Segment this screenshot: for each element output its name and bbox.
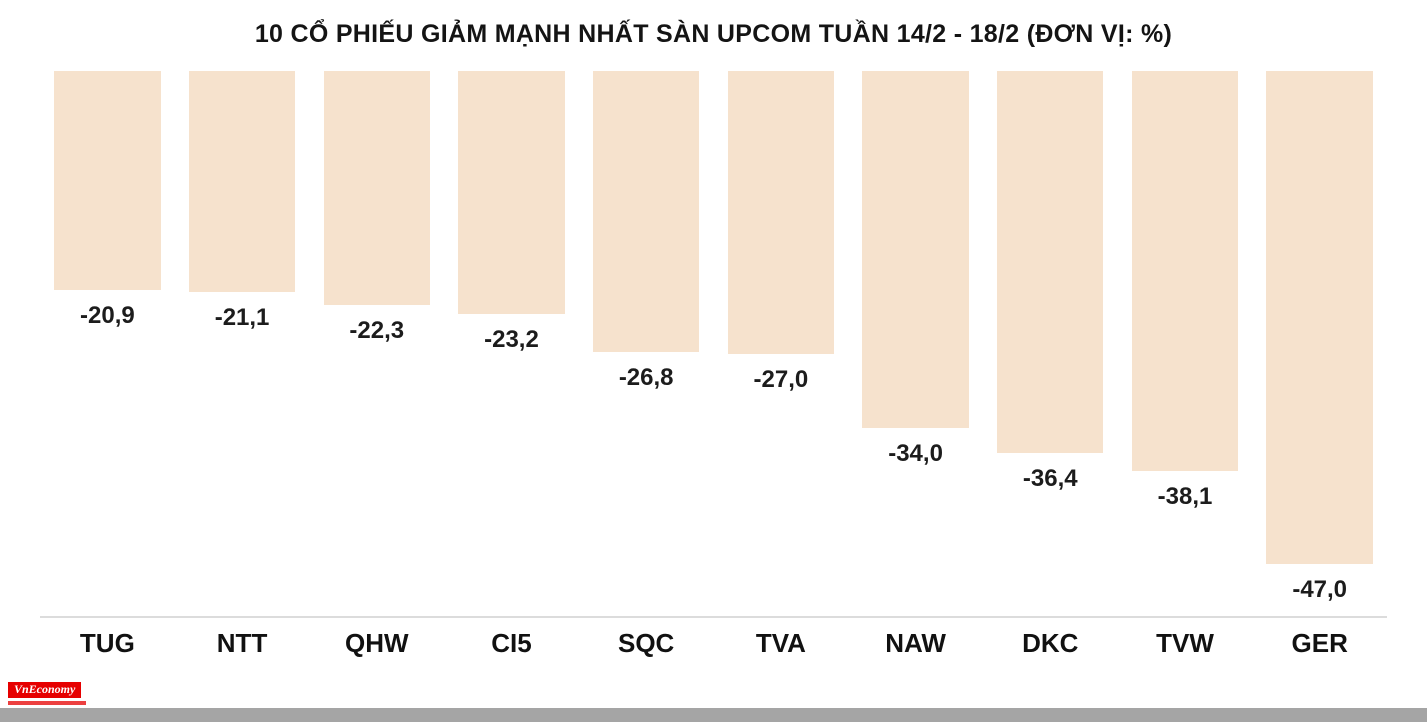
- value-label-QHW: -22,3: [349, 316, 405, 344]
- category-label-CI5: CI5: [491, 628, 532, 658]
- category-label-TVA: TVA: [755, 628, 806, 658]
- value-label-GER: -47,0: [1292, 576, 1348, 603]
- value-label-NTT: -21,1: [214, 304, 270, 332]
- category-label-QHW: QHW: [344, 628, 409, 658]
- bar-GER: [1266, 71, 1373, 564]
- value-label-TVA: -27,0: [753, 366, 809, 394]
- bar-column-TUG: -20,9: [40, 71, 175, 330]
- category-label-SQC: SQC: [617, 628, 675, 658]
- bar-TVA: [727, 71, 835, 355]
- category-label-TVW: TVW: [1156, 628, 1214, 658]
- vneconomy-logo-tagline: [8, 701, 86, 705]
- bar-NTT: [188, 71, 296, 293]
- bar-chart-plot-area: -20,9 -21,1 -22,3 -23,2 -26,8 -27,0 -34,0 -36,4…: [0, 71, 1427, 616]
- bar-SQC: [592, 71, 700, 353]
- category-label-NTT: NTT: [216, 628, 268, 658]
- bar-column-QHW: -22,3: [309, 71, 444, 345]
- bar-DKC: [997, 71, 1104, 453]
- category-label-GER: GER: [1291, 628, 1348, 658]
- bar-CI5: [458, 71, 565, 315]
- value-label-DKC: -36,4: [1022, 464, 1078, 492]
- category-label-TUG: TUG: [79, 628, 135, 658]
- category-label-NAW: NAW: [885, 628, 946, 658]
- bar-NAW: [862, 71, 969, 428]
- bar-column-NTT: -21,1: [175, 71, 310, 332]
- bar-TVW: [1131, 71, 1239, 471]
- bar-TUG: [54, 71, 161, 291]
- bar-QHW: [323, 71, 430, 305]
- vneconomy-logo: VnEconomy: [8, 682, 82, 698]
- bar-column-TVA: -27,0: [714, 71, 849, 394]
- value-label-TVW: -38,1: [1157, 482, 1213, 510]
- bar-column-SQC: -26,8: [579, 71, 714, 392]
- bar-column-CI5: -23,2: [444, 71, 579, 354]
- value-label-SQC: -26,8: [618, 364, 674, 392]
- bar-column-NAW: -34,0: [848, 71, 983, 468]
- chart-title: 10 CỔ PHIẾU GIẢM MẠNH NHẤT SÀN UPCOM TUẦ…: [254, 20, 1173, 48]
- value-label-NAW: -34,0: [888, 439, 943, 467]
- category-axis: TUG NTT QHW CI5 SQC TVA NAW DKC TVW GER: [0, 628, 1427, 659]
- x-axis-baseline: [40, 616, 1387, 618]
- value-label-CI5: -23,2: [484, 326, 539, 354]
- bar-column-GER: -47,0: [1252, 71, 1387, 604]
- bar-column-TVW: -38,1: [1118, 71, 1253, 511]
- bar-column-DKC: -36,4: [983, 71, 1118, 493]
- category-label-DKC: DKC: [1022, 628, 1079, 658]
- bottom-gray-strip: [0, 708, 1427, 722]
- value-label-TUG: -20,9: [80, 302, 135, 330]
